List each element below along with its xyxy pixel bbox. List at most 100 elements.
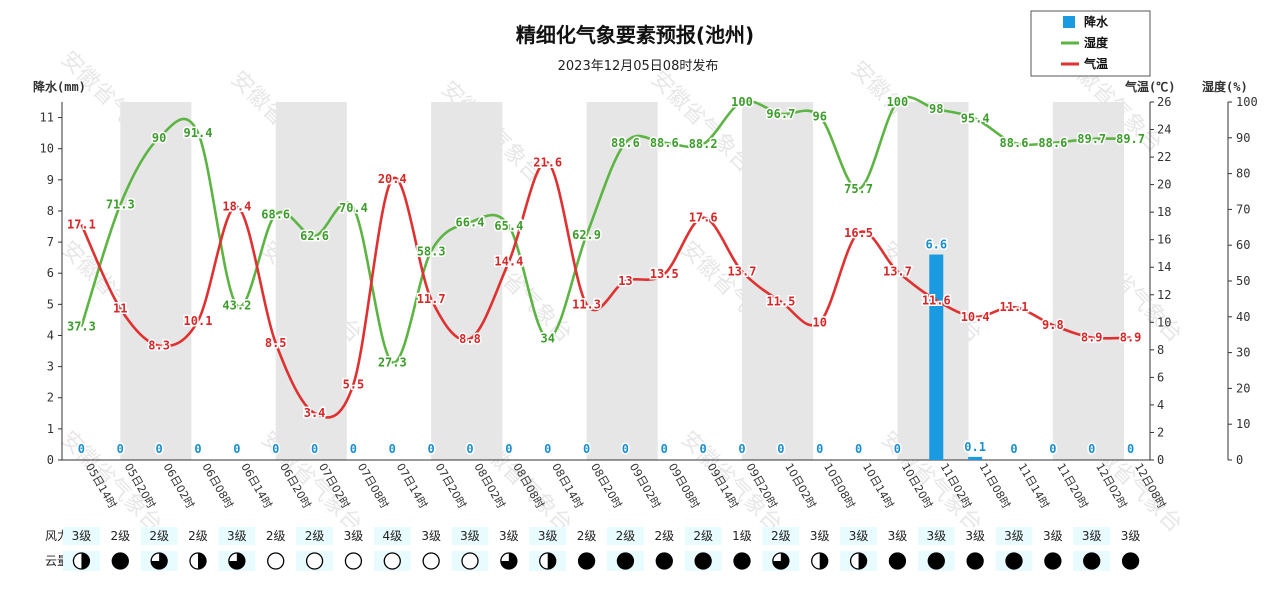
temperature-data-label: 11.5 — [766, 295, 795, 309]
wind-value: 2级 — [693, 529, 713, 543]
chart-title: 精细化气象要素预报(池州) — [516, 23, 754, 47]
precip-bars — [929, 254, 983, 460]
cloud-cover-fill — [889, 553, 906, 569]
y-left-tick-label: 4 — [47, 328, 54, 342]
wind-cell — [1112, 527, 1149, 545]
y-hum-tick-label: 80 — [1236, 167, 1250, 181]
wind-value: 2级 — [577, 529, 597, 543]
precip-data-label: 0 — [816, 442, 823, 456]
y-hum-tick-label: 70 — [1236, 202, 1250, 216]
cloud-cover-fill — [734, 553, 750, 569]
wind-cell — [529, 527, 567, 545]
cloud-cover-icon — [305, 552, 324, 570]
x-tick-labels: 05日14时 05日20时 06日02时 06日08时 06日14时 06日20时 07日0… — [83, 461, 1168, 511]
precip-data-label: 0 — [894, 442, 901, 456]
cloud-cover-fill — [500, 553, 517, 569]
night-bands — [120, 102, 1124, 460]
temperature-data-label: 8.5 — [265, 336, 287, 350]
cloud-cover-fill — [967, 553, 984, 569]
x-tick-label: 09日08时 — [666, 461, 702, 511]
night-band — [431, 102, 503, 460]
wind-value: 3级 — [1043, 529, 1063, 543]
cloud-cover-fill — [578, 553, 595, 569]
x-tick-label: 10日08时 — [821, 461, 857, 511]
y-left-tick-label: 7 — [47, 235, 54, 249]
wind-cell — [412, 527, 450, 545]
wind-cell — [451, 527, 489, 545]
wind-value: 2级 — [654, 529, 674, 543]
y-left-tick-label: 3 — [47, 360, 54, 374]
wind-value: 2级 — [616, 529, 636, 543]
wind-cell — [762, 527, 800, 545]
wind-value: 3级 — [926, 529, 946, 543]
wind-cell — [801, 527, 839, 545]
humidity-data-label: 89.7 — [1116, 132, 1145, 146]
precip-data-label: 0 — [1127, 442, 1134, 456]
wind-cell — [257, 527, 295, 545]
cloud-cover-icon — [461, 552, 479, 570]
y-temp-tick-label: 20 — [1157, 178, 1171, 192]
humidity-data-label: 98 — [929, 102, 943, 116]
wind-cell — [1073, 527, 1111, 545]
temperature-data-label: 20.4 — [378, 172, 407, 186]
wind-value: 3级 — [227, 529, 247, 543]
humidity-data-label: 89.7 — [1077, 132, 1106, 146]
humidity-data-label: 100 — [887, 95, 909, 109]
temperature-data-label: 13 — [618, 274, 632, 288]
wind-value: 2级 — [305, 529, 325, 543]
legend-box — [1030, 10, 1151, 77]
wind-value: 3级 — [499, 529, 519, 543]
precip-data-label: 0 — [738, 442, 745, 456]
wind-row: 风力: 3级 2级 2级 2级 3级 2级 2级 3级 4级 3级 3级 3级 3级 2级 2级 2级 2级 1级… — [45, 527, 1149, 545]
wind-cell — [335, 527, 372, 545]
y-hum-tick-label: 30 — [1236, 346, 1250, 360]
wind-cell — [879, 527, 916, 545]
y-hum-tick-label: 60 — [1236, 238, 1250, 252]
y-left-tick-label: 11 — [40, 111, 54, 125]
temperature-data-label: 10.1 — [184, 314, 213, 328]
y-temp-tick-label: 22 — [1157, 150, 1171, 164]
precip-data-label: 0 — [1010, 442, 1017, 456]
precip-data-label: 0 — [661, 442, 668, 456]
temperature-data-label: 10.4 — [961, 310, 990, 324]
humidity-data-label: 100 — [731, 95, 753, 109]
temperature-data-label: 16.5 — [844, 226, 873, 240]
wind-cell — [956, 527, 994, 545]
wind-value: 3级 — [72, 529, 92, 543]
wind-value: 2级 — [266, 529, 286, 543]
wind-cell — [568, 527, 605, 545]
temperature-data-label: 14.4 — [494, 255, 523, 269]
wind-cell — [723, 527, 761, 545]
humidity-data-label: 88.2 — [689, 137, 718, 151]
y-hum-tick-label: 50 — [1236, 274, 1250, 288]
humidity-data-label: 62.9 — [572, 228, 601, 242]
precip-data-label: 0 — [583, 442, 590, 456]
humidity-data-label: 88.6 — [650, 136, 679, 150]
cloud-cover-icon — [267, 552, 285, 570]
precip-data-label: 0 — [544, 442, 551, 456]
humidity-data-label: 37.3 — [67, 319, 96, 333]
humidity-data-label: 95.4 — [961, 111, 990, 125]
y-temp-tick-label: 24 — [1157, 123, 1171, 137]
precip-data-label: 0 — [233, 442, 240, 456]
humidity-data-label: 34 — [540, 331, 554, 345]
wind-value: 2级 — [188, 529, 208, 543]
x-tick-label: 08日20时 — [588, 461, 624, 511]
wind-value: 3级 — [1121, 529, 1141, 543]
y-hum-tick-label: 100 — [1236, 95, 1258, 109]
precip-data-label: 6.6 — [925, 238, 947, 252]
x-tick-label: 10日14时 — [860, 461, 896, 511]
wind-value: 3级 — [810, 529, 830, 543]
wind-value: 2级 — [771, 529, 791, 543]
temperature-data-label: 11.7 — [417, 292, 446, 306]
y-temp-tick-label: 12 — [1157, 288, 1171, 302]
cloud-cover-icon — [422, 552, 440, 570]
wind-value: 2级 — [149, 529, 169, 543]
wind-cell — [218, 527, 256, 545]
wind-cell — [645, 527, 683, 545]
precip-data-label: 0 — [1088, 442, 1095, 456]
precip-data-label: 0 — [194, 442, 201, 456]
x-tick-label: 06日02时 — [161, 461, 197, 511]
x-tick-label: 06日14时 — [238, 461, 274, 511]
